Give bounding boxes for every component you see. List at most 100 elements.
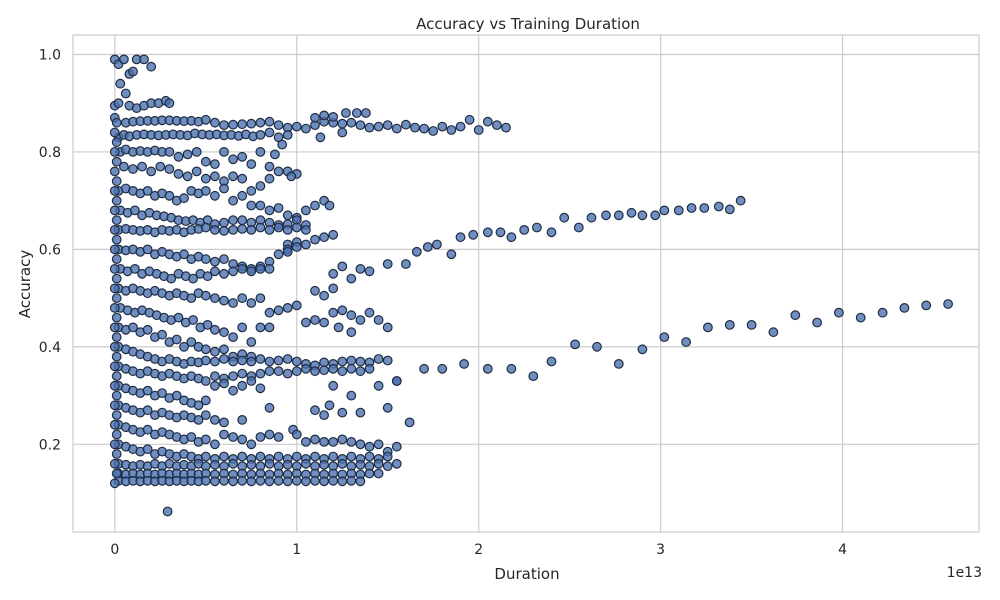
- data-point: [171, 334, 182, 345]
- data-point: [364, 441, 375, 452]
- data-point: [373, 468, 384, 479]
- data-point: [264, 402, 275, 413]
- data-point: [182, 171, 193, 182]
- data-point: [255, 264, 266, 274]
- x-tick-label: 0: [110, 542, 119, 558]
- data-point: [111, 273, 122, 284]
- data-point: [346, 437, 357, 447]
- y-tick-label: 1.0: [39, 47, 61, 63]
- data-point: [228, 195, 239, 206]
- data-point: [382, 322, 393, 333]
- data-point: [173, 312, 184, 323]
- data-point: [255, 432, 266, 442]
- data-point: [115, 78, 126, 89]
- data-point: [650, 210, 661, 221]
- data-point: [437, 363, 448, 374]
- data-point: [328, 475, 339, 486]
- data-point: [301, 476, 311, 487]
- data-point: [673, 205, 684, 216]
- data-point: [319, 290, 330, 301]
- data-point: [111, 215, 122, 226]
- data-point: [200, 254, 211, 265]
- data-point: [200, 290, 211, 301]
- data-point: [219, 327, 229, 338]
- data-point: [219, 475, 229, 486]
- data-point: [319, 365, 330, 376]
- data-point: [219, 378, 229, 389]
- data-point: [111, 410, 122, 421]
- data-point: [355, 476, 366, 487]
- data-point: [109, 341, 120, 352]
- data-point: [188, 315, 199, 325]
- data-point: [237, 355, 248, 366]
- data-point: [142, 324, 153, 335]
- data-point: [282, 210, 293, 221]
- data-point: [319, 232, 330, 243]
- data-point: [812, 317, 822, 328]
- data-point: [109, 224, 120, 235]
- data-point: [346, 363, 357, 374]
- data-point: [209, 117, 220, 128]
- data-point: [228, 266, 239, 277]
- data-point: [355, 264, 366, 274]
- data-point: [128, 164, 138, 174]
- data-point: [328, 229, 339, 240]
- data-point: [162, 506, 173, 517]
- data-point: [209, 380, 220, 391]
- data-point: [118, 54, 129, 65]
- data-point: [209, 224, 220, 235]
- data-point: [237, 173, 248, 184]
- data-point: [129, 264, 140, 274]
- data-point: [570, 339, 580, 350]
- data-point: [333, 322, 344, 333]
- data-point: [346, 475, 357, 486]
- data-point: [179, 341, 189, 352]
- data-point: [346, 390, 357, 401]
- data-point: [273, 166, 284, 177]
- data-point: [391, 441, 402, 452]
- data-point: [855, 312, 866, 323]
- data-point: [155, 161, 166, 172]
- data-point: [129, 205, 140, 216]
- data-point: [209, 346, 220, 357]
- data-point: [139, 54, 149, 65]
- data-point: [111, 234, 122, 245]
- data-point: [482, 116, 493, 127]
- data-point: [200, 344, 211, 355]
- data-point: [109, 400, 120, 411]
- data-point: [301, 363, 311, 374]
- data-point: [328, 283, 339, 294]
- data-point: [382, 402, 393, 413]
- data-point: [270, 149, 280, 160]
- data-point: [291, 222, 302, 233]
- data-point: [315, 132, 326, 143]
- data-point: [111, 254, 122, 265]
- data-point: [246, 356, 257, 367]
- data-point: [228, 432, 239, 442]
- data-point: [899, 303, 910, 313]
- data-point: [921, 300, 932, 311]
- data-point: [291, 300, 302, 311]
- data-point: [501, 122, 511, 133]
- data-point: [282, 246, 293, 257]
- data-point: [724, 204, 735, 215]
- y-tick-label: 0.8: [39, 145, 61, 161]
- data-point: [264, 127, 275, 138]
- data-point: [382, 120, 393, 130]
- data-point: [528, 371, 539, 382]
- data-point: [291, 429, 302, 440]
- data-point: [209, 459, 220, 470]
- data-point: [209, 293, 220, 304]
- data-point: [355, 459, 366, 470]
- data-point: [246, 439, 257, 450]
- data-point: [310, 200, 320, 211]
- data-point: [209, 476, 220, 487]
- data-point: [111, 371, 122, 382]
- data-point: [111, 332, 122, 343]
- data-point: [291, 475, 302, 486]
- data-point: [142, 424, 153, 435]
- y-tick-label: 0.2: [39, 437, 61, 453]
- data-point: [200, 475, 211, 486]
- data-point: [109, 478, 120, 489]
- data-point: [109, 303, 120, 313]
